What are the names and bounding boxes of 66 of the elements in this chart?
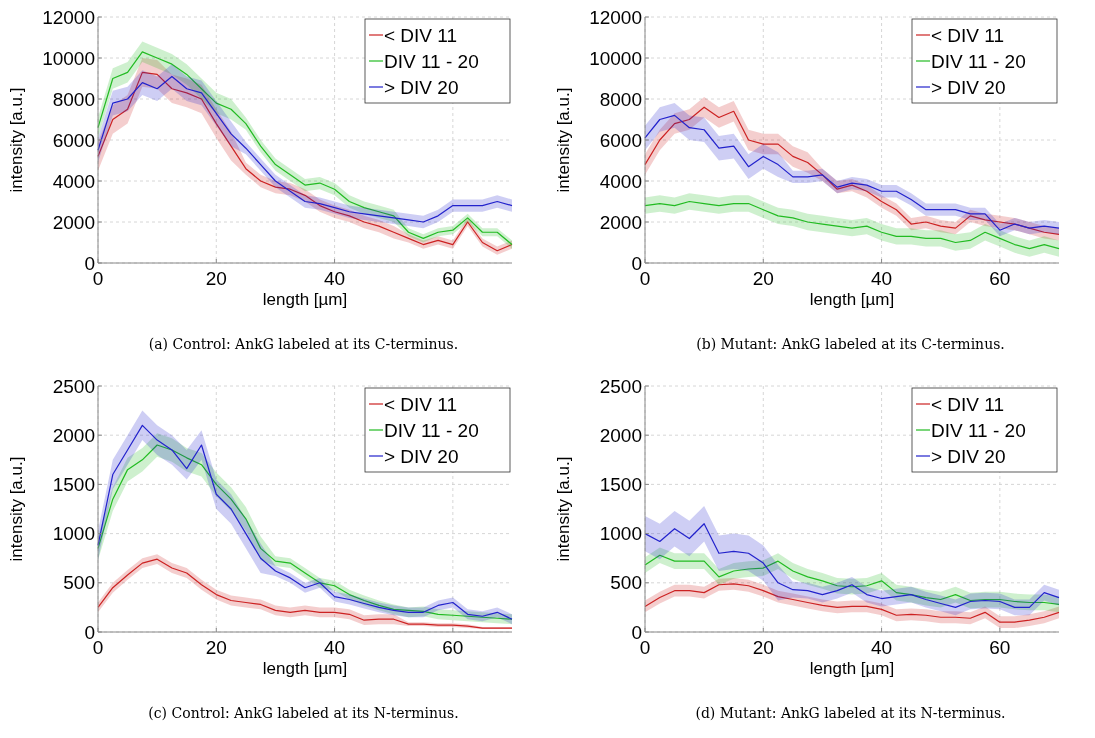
line-series bbox=[644, 523, 1060, 608]
text: (a) Control: AnkG labeled at its C-terminus. bbox=[148, 336, 459, 352]
line-series bbox=[644, 554, 1060, 606]
y-tick-label: 8000 bbox=[599, 88, 642, 110]
y-tick-label: 0 bbox=[84, 252, 95, 274]
y-tick-label: 1500 bbox=[599, 474, 642, 496]
y-axis-title: intensity [a.u.] bbox=[554, 456, 573, 562]
y-tick-label: 2000 bbox=[52, 211, 95, 233]
y-tick-label: 4000 bbox=[52, 170, 95, 192]
y-tick-label: 0 bbox=[631, 252, 642, 274]
y-tick-label: 2000 bbox=[52, 424, 95, 446]
y-axis-title: intensity [a.u.] bbox=[7, 456, 26, 562]
legend-label: < DIV 11 bbox=[384, 393, 458, 415]
y-tick-label: 2500 bbox=[599, 375, 642, 397]
y-tick-label: 500 bbox=[63, 572, 95, 594]
legend-label: DIV 11 - 20 bbox=[384, 50, 479, 72]
x-tick-label: 40 bbox=[871, 637, 893, 658]
y-tick-label: 1500 bbox=[52, 474, 95, 496]
x-tick-label: 20 bbox=[205, 268, 227, 289]
legend-label: > DIV 20 bbox=[931, 445, 1006, 467]
y-tick-label: 2000 bbox=[599, 424, 642, 446]
x-tick-label: 60 bbox=[442, 637, 464, 658]
y-tick-label: 12000 bbox=[42, 6, 95, 28]
y-tick-label: 6000 bbox=[52, 129, 95, 151]
x-axis-title: length [µm] bbox=[809, 290, 895, 309]
legend-label: DIV 11 - 20 bbox=[384, 419, 479, 441]
y-tick-label: 12000 bbox=[589, 6, 642, 28]
x-tick-label: 60 bbox=[442, 268, 464, 289]
y-tick-label: 10000 bbox=[589, 47, 642, 69]
legend-label: > DIV 20 bbox=[384, 445, 459, 467]
x-tick-label: 20 bbox=[752, 637, 774, 658]
y-tick-label: 8000 bbox=[52, 88, 95, 110]
legend-label: < DIV 11 bbox=[931, 393, 1005, 415]
x-tick-label: 20 bbox=[752, 268, 774, 289]
x-tick-label: 40 bbox=[324, 268, 346, 289]
x-axis-title: length [µm] bbox=[809, 659, 895, 678]
legend-label: DIV 11 - 20 bbox=[931, 50, 1026, 72]
y-tick-label: 4000 bbox=[599, 170, 642, 192]
y-axis-title: intensity [a.u.] bbox=[7, 87, 26, 193]
legend-label: > DIV 20 bbox=[384, 76, 459, 98]
y-tick-label: 10000 bbox=[42, 47, 95, 69]
x-tick-label: 60 bbox=[989, 268, 1011, 289]
legend-label: DIV 11 - 20 bbox=[931, 419, 1026, 441]
x-tick-label: 60 bbox=[989, 637, 1011, 658]
x-tick-label: 40 bbox=[324, 637, 346, 658]
line-series bbox=[644, 200, 1060, 250]
y-tick-label: 2500 bbox=[52, 375, 95, 397]
y-tick-label: 2000 bbox=[599, 211, 642, 233]
x-tick-label: 40 bbox=[871, 268, 893, 289]
text: (c) Control: AnkG labeled at its N-terminus. bbox=[148, 705, 459, 721]
y-tick-label: 6000 bbox=[599, 129, 642, 151]
y-tick-label: 0 bbox=[631, 621, 642, 643]
legend-label: < DIV 11 bbox=[931, 24, 1005, 46]
y-tick-label: 1000 bbox=[599, 523, 642, 545]
x-tick-label: 20 bbox=[205, 637, 227, 658]
line-series bbox=[644, 583, 1060, 623]
text: (d) Mutant: AnkG labeled at its N-terminus. bbox=[695, 705, 1006, 721]
y-tick-label: 500 bbox=[610, 572, 642, 594]
text: (b) Mutant: AnkG labeled at its C-terminus. bbox=[696, 336, 1005, 352]
y-tick-label: 0 bbox=[84, 621, 95, 643]
x-axis-title: length [µm] bbox=[262, 659, 348, 678]
legend-label: > DIV 20 bbox=[931, 76, 1006, 98]
x-axis-title: length [µm] bbox=[262, 290, 348, 309]
legend-label: < DIV 11 bbox=[384, 24, 458, 46]
y-axis-title: intensity [a.u.] bbox=[554, 87, 573, 193]
y-tick-label: 1000 bbox=[52, 523, 95, 545]
